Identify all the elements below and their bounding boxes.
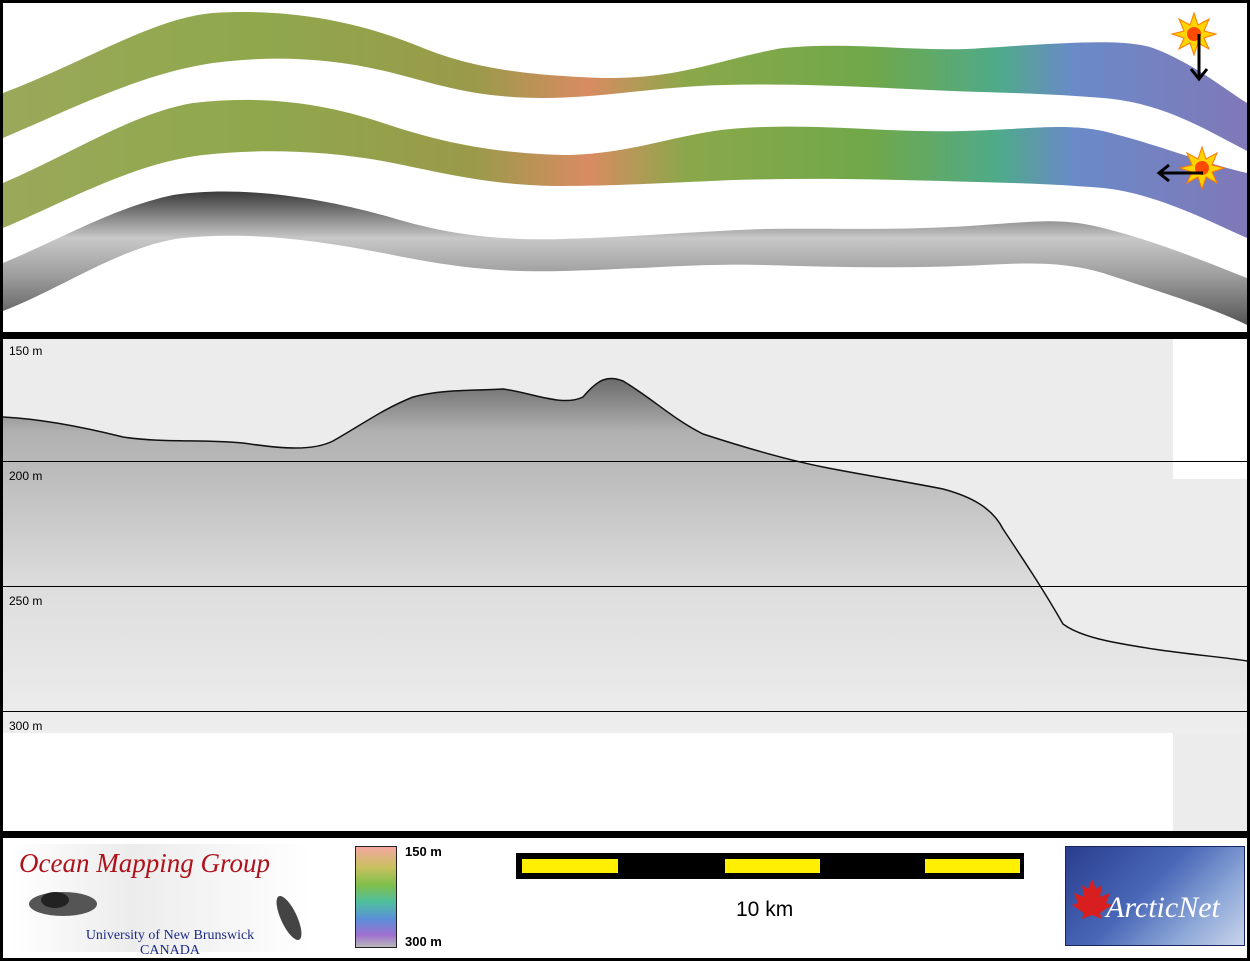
depth-colorbar — [355, 846, 397, 948]
seafloor-line — [3, 377, 1247, 662]
colorbar-top-label: 150 m — [405, 844, 442, 859]
depth-gridline — [3, 711, 1247, 712]
sonar-ship-icon — [29, 892, 97, 916]
sidescan-swath — [3, 191, 1247, 325]
sun-icon — [1171, 11, 1217, 82]
depth-label-200: 200 m — [9, 469, 43, 483]
scale-bar-segment — [522, 859, 618, 873]
maple-leaf-icon — [1072, 879, 1112, 919]
subbottom-profile — [3, 339, 1247, 831]
omg-university-line: University of New Brunswick — [85, 928, 255, 943]
depth-label-150: 150 m — [9, 344, 43, 358]
footer-panel: Ocean Mapping Group University of New Br… — [3, 838, 1247, 958]
colorbar-bottom-label: 300 m — [405, 934, 442, 949]
seafloor-profile — [3, 378, 1247, 733]
depth-gridline — [3, 461, 1247, 462]
arcticnet-logo: ArcticNet — [1065, 846, 1245, 946]
omg-logo-university: University of New Brunswick CANADA — [77, 928, 263, 958]
omg-logo-title: Ocean Mapping Group — [19, 848, 270, 878]
swath-panel — [3, 3, 1247, 332]
ocean-mapping-group-logo: Ocean Mapping Group University of New Br… — [11, 844, 311, 958]
scale-bar-segment — [725, 859, 820, 873]
towfish-icon — [276, 895, 302, 941]
scale-bar-segment — [925, 859, 1020, 873]
omg-country-line: CANADA — [140, 943, 200, 958]
subbottom-profile-panel: 150 m 200 m 250 m 300 m — [3, 339, 1247, 831]
swath-maps — [3, 12, 1247, 325]
bathymetry-swath-2 — [3, 99, 1247, 238]
depth-label-300: 300 m — [9, 719, 43, 733]
bathymetry-swath-1 — [3, 12, 1247, 151]
sun-icon — [1156, 145, 1225, 191]
depth-gridline — [3, 586, 1247, 587]
arcticnet-logo-text: ArcticNet — [1106, 891, 1220, 924]
depth-label-250: 250 m — [9, 594, 43, 608]
scale-bar-label: 10 km — [736, 898, 794, 921]
scale-bar — [516, 853, 1024, 879]
